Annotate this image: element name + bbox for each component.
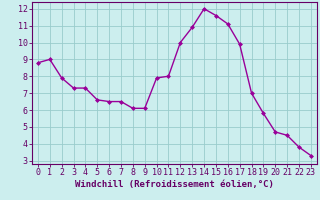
X-axis label: Windchill (Refroidissement éolien,°C): Windchill (Refroidissement éolien,°C) xyxy=(75,180,274,189)
